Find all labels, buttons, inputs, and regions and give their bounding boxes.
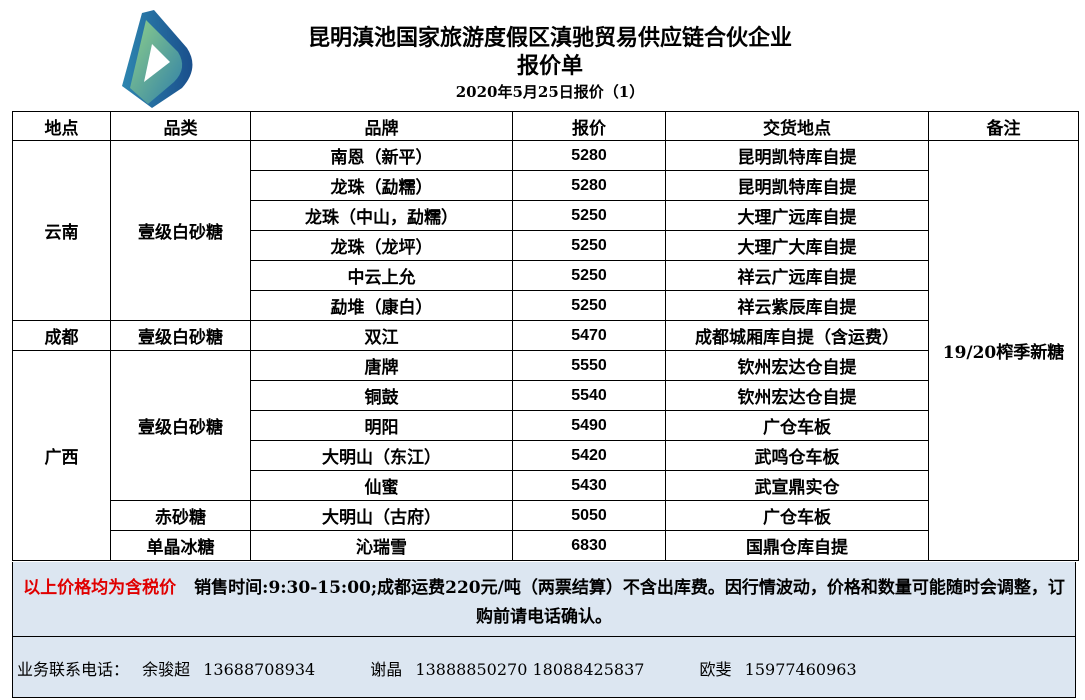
contact-name: 欧斐 [699, 660, 732, 679]
delivery-cell: 国鼎仓库自提 [665, 530, 929, 561]
column-header-category: 品类 [110, 111, 251, 141]
price-cell: 5470 [512, 320, 666, 351]
brand-cell: 中云上允 [250, 260, 513, 291]
brand-cell: 沁瑞雪 [250, 530, 513, 561]
brand-cell: 双江 [250, 320, 513, 351]
brand-cell: 大明山（东江） [250, 440, 513, 471]
table-row: 中云上允 5250 祥云广远库自提 [13, 260, 1079, 291]
company-logo [112, 8, 204, 108]
location-cell: 云南 [12, 140, 111, 321]
contact-phone: 13888850270 18088425837 [415, 660, 645, 679]
column-header-price: 报价 [512, 111, 666, 141]
contact-label: 业务联系电话： [17, 660, 130, 679]
brand-cell: 南恩（新平） [250, 140, 513, 171]
contact-phone: 13688708934 [203, 660, 316, 679]
delivery-cell: 昆明凯特库自提 [665, 140, 929, 171]
delivery-cell: 钦州宏达仓自提 [665, 380, 929, 411]
price-cell: 5490 [512, 410, 666, 441]
tax-notice: 以上价格均为含税价 [23, 578, 177, 598]
brand-cell: 龙珠（中山，勐糯） [250, 200, 513, 231]
category-cell: 壹级白砂糖 [110, 140, 251, 321]
contact-phone: 15977460963 [744, 660, 857, 679]
table-row: 龙珠（中山，勐糯） 5250 大理广远库自提 [13, 200, 1079, 231]
category-cell: 单晶冰糖 [110, 530, 251, 561]
document-title: 报价单 [516, 53, 583, 79]
note-text: 销售时间:9:30-15:00;成都运费220元/吨（两票结算）不含出库费。因行… [194, 578, 1065, 627]
table-row: 铜鼓 5540 钦州宏达仓自提 [13, 380, 1079, 411]
company-title: 昆明滇池国家旅游度假区滇驰贸易供应链合伙企业 [307, 25, 792, 51]
table-row: 龙珠（勐糯） 5280 昆明凯特库自提 [13, 170, 1079, 201]
brand-cell: 明阳 [250, 410, 513, 441]
brand-cell: 勐堆（康白） [250, 290, 513, 321]
price-cell: 5250 [512, 230, 666, 261]
delivery-cell: 武宣鼎实仓 [665, 470, 929, 501]
category-cell: 壹级白砂糖 [110, 320, 251, 351]
category-cell: 赤砂糖 [110, 500, 251, 531]
delivery-cell: 大理广远库自提 [665, 200, 929, 231]
table-row: 广西 壹级白砂糖 唐牌 5550 钦州宏达仓自提 [12, 350, 1079, 561]
contact-name: 余骏超 [142, 660, 191, 679]
price-note: 以上价格均为含税价 销售时间:9:30-15:00;成都运费220元/吨（两票结算… [12, 562, 1076, 637]
contact-info: 业务联系电话： 余骏超 13688708934 谢晶 13888850270 1… [12, 636, 1076, 698]
delivery-cell: 大理广大库自提 [665, 230, 929, 261]
brand-cell: 唐牌 [250, 350, 513, 381]
table-body: 云南 壹级白砂糖 南恩（新平） 5280 昆明凯特库自提 19/20榨季新糖 龙珠（勐糯） 5… [12, 140, 1079, 561]
delivery-cell: 武鸣仓车板 [665, 440, 929, 471]
brand-cell: 大明山（古府） [250, 500, 513, 531]
price-cell: 5250 [512, 260, 666, 291]
category-cell: 壹级白砂糖 [110, 350, 251, 501]
column-header-brand: 品牌 [250, 111, 513, 141]
price-cell: 5280 [512, 170, 666, 201]
price-cell: 5280 [512, 140, 666, 171]
price-cell: 5540 [512, 380, 666, 411]
price-cell: 6830 [512, 530, 666, 561]
price-cell: 5250 [512, 290, 666, 321]
remark-cell: 19/20榨季新糖 [928, 140, 1079, 561]
table-row: 明阳 5490 广仓车板 [13, 410, 1079, 441]
brand-cell: 仙蜜 [250, 470, 513, 501]
price-cell: 5420 [512, 440, 666, 471]
price-cell: 5050 [512, 500, 666, 531]
price-table: 地点 品类 品牌 报价 交货地点 备注 云南 壹级白砂糖 南恩（新平） 5280 昆明凯… [12, 111, 1079, 561]
delivery-cell: 祥云广远库自提 [665, 260, 929, 291]
column-header-delivery: 交货地点 [665, 111, 929, 141]
contact-name: 谢晶 [370, 660, 403, 679]
delivery-cell: 昆明凯特库自提 [665, 170, 929, 201]
table-row: 成都 壹级白砂糖 双江 5470 成都城厢库自提（含运费） [12, 320, 1079, 351]
table-row: 云南 壹级白砂糖 南恩（新平） 5280 昆明凯特库自提 19/20榨季新糖 [12, 140, 1079, 561]
brand-cell: 龙珠（勐糯） [250, 170, 513, 201]
table-row: 单晶冰糖 沁瑞雪 6830 国鼎仓库自提 [13, 530, 1079, 561]
brand-cell: 铜鼓 [250, 380, 513, 411]
table-row: 大明山（东江） 5420 武鸣仓车板 [13, 440, 1079, 471]
delivery-cell: 成都城厢库自提（含运费） [665, 320, 929, 351]
quote-date: 2020年5月25日报价（1） [455, 83, 645, 101]
location-cell: 广西 [12, 350, 111, 561]
price-cell: 5430 [512, 470, 666, 501]
table-row: 勐堆（康白） 5250 祥云紫辰库自提 [13, 290, 1079, 321]
column-header-location: 地点 [12, 111, 111, 141]
table-row: 龙珠（龙坪） 5250 大理广大库自提 [13, 230, 1079, 261]
brand-cell: 龙珠（龙坪） [250, 230, 513, 261]
delivery-cell: 钦州宏达仓自提 [665, 350, 929, 381]
delivery-cell: 广仓车板 [665, 500, 929, 531]
table-row: 赤砂糖 大明山（古府） 5050 广仓车板 [13, 500, 1079, 531]
delivery-cell: 祥云紫辰库自提 [665, 290, 929, 321]
table-header-row: 地点 品类 品牌 报价 交货地点 备注 [12, 111, 1079, 141]
price-cell: 5550 [512, 350, 666, 381]
price-cell: 5250 [512, 200, 666, 231]
column-header-remark: 备注 [928, 111, 1079, 141]
location-cell: 成都 [12, 320, 111, 351]
delivery-cell: 广仓车板 [665, 410, 929, 441]
